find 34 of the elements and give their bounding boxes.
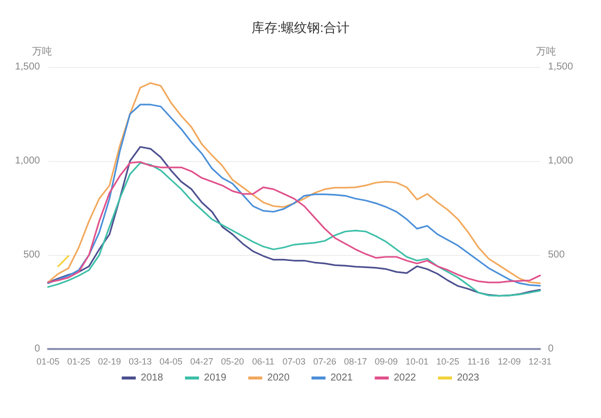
y2-axis-title: 万吨 (536, 46, 556, 58)
legend-label: 2018 (140, 372, 164, 384)
legend-label: 2019 (204, 372, 227, 384)
x-tick-label: 02-19 (98, 356, 122, 366)
x-tick-label: 04-27 (190, 356, 214, 366)
y-tick-label: 500 (23, 250, 40, 260)
legend-label: 2020 (267, 372, 290, 384)
y-axis-title: 万吨 (32, 46, 52, 58)
x-tick-label: 01-05 (36, 356, 60, 366)
chart-title: 库存:螺纹钢:合计 (251, 20, 350, 35)
y2-tick-label: 1,500 (548, 62, 574, 72)
x-tick-label: 07-03 (282, 356, 306, 366)
x-tick-label: 07-26 (313, 356, 336, 366)
y-tick-label: 1,000 (14, 156, 40, 166)
x-tick-label: 12-31 (528, 356, 552, 366)
y2-tick-label: 1,000 (548, 156, 574, 166)
y2-tick-label: 0 (548, 344, 554, 354)
legend-label: 2022 (394, 372, 416, 384)
x-tick-label: 06-11 (252, 356, 274, 366)
y2-tick-label: 500 (548, 250, 566, 260)
y-tick-label: 1,500 (14, 62, 40, 72)
x-tick-label: 01-25 (67, 356, 90, 366)
legend-label: 2023 (456, 372, 480, 384)
x-tick-label: 03-13 (128, 356, 152, 366)
x-tick-label: 09-09 (374, 356, 398, 366)
legend-label: 2021 (330, 372, 354, 384)
x-tick-label: 04-05 (159, 356, 183, 366)
x-tick-label: 12-09 (498, 356, 521, 366)
x-tick-label: 05-20 (220, 356, 244, 366)
x-tick-label: 08-17 (344, 356, 368, 366)
x-tick-label: 10-25 (436, 356, 460, 366)
y-tick-label: 0 (34, 344, 40, 354)
x-tick-label: 10-01 (405, 356, 429, 366)
x-tick-label: 11-16 (467, 356, 490, 366)
